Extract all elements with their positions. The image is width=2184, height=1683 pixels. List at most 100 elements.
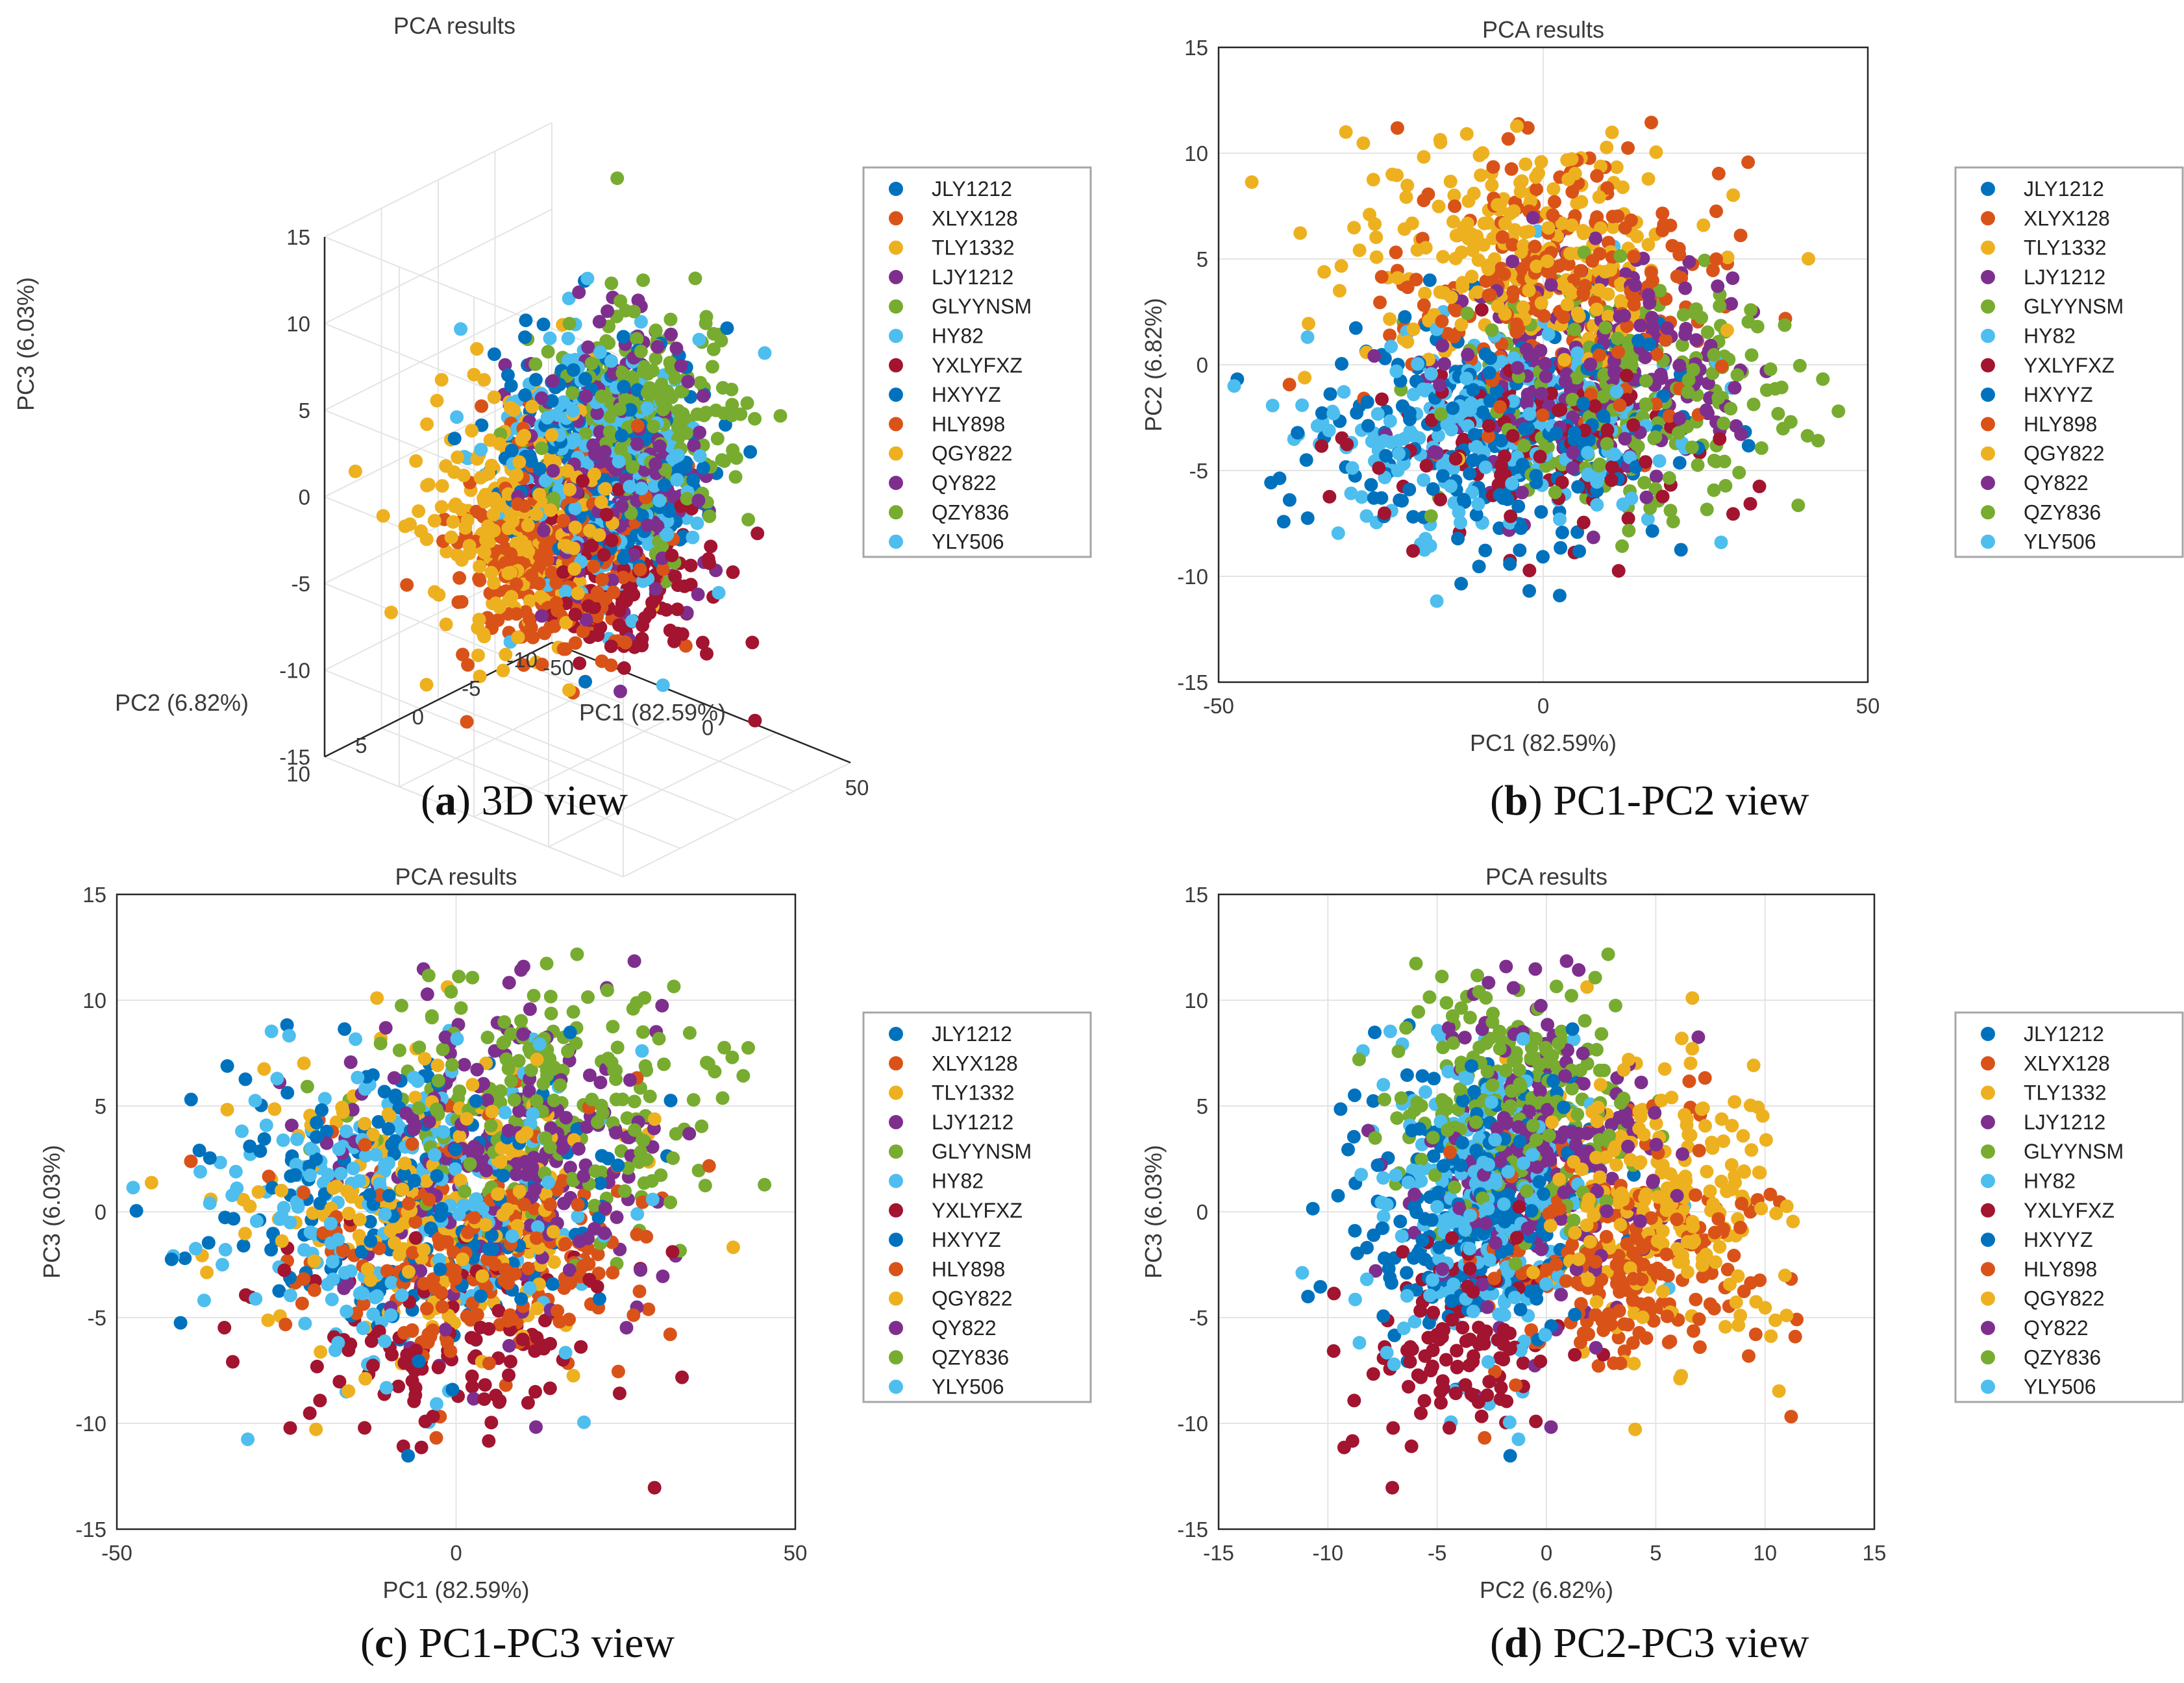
scatter-point [449, 497, 463, 511]
scatter-point [519, 1155, 533, 1169]
scatter-point [338, 1022, 352, 1036]
scatter-point [465, 1370, 479, 1383]
scatter-point [663, 1327, 677, 1342]
scatter-point [388, 1236, 402, 1250]
scatter-point [339, 1124, 353, 1138]
scatter-point [545, 394, 559, 408]
scatter-point [310, 1116, 324, 1130]
legend-marker-qy822 [889, 1321, 903, 1335]
scatter-point [1548, 485, 1562, 499]
scatter-point [1514, 521, 1528, 535]
scatter-point [643, 381, 657, 395]
scatter-point [1310, 419, 1324, 433]
scatter-point [509, 577, 523, 591]
scatter-point [454, 322, 468, 336]
legend-label-hly898: HLY898 [932, 412, 1005, 436]
scatter-point [641, 367, 655, 381]
y-tick-label: -15 [75, 1517, 106, 1542]
scatter-point [1411, 357, 1425, 371]
scatter-point [1590, 210, 1604, 224]
scatter-point [1644, 116, 1658, 130]
y-tick-label: 5 [355, 733, 367, 757]
back-gridline [324, 122, 552, 238]
scatter-point [261, 1313, 275, 1327]
scatter-point [475, 1269, 490, 1283]
scatter-point [1583, 357, 1598, 371]
scatter-point [1632, 334, 1645, 348]
scatter-point [474, 1289, 488, 1303]
scatter-point [616, 551, 630, 565]
scatter-point [309, 1152, 323, 1166]
scatter-point [1581, 446, 1595, 460]
scatter-point [1515, 458, 1530, 472]
scatter-point [1733, 228, 1748, 243]
scatter-point [1485, 323, 1499, 338]
scatter-point [561, 1044, 575, 1059]
scatter-point [1298, 371, 1312, 385]
scatter-point [1454, 515, 1467, 530]
scatter-point [1541, 397, 1556, 412]
scatter-point [1707, 483, 1721, 497]
scatter-point [558, 1236, 573, 1251]
legend-marker-qy822 [889, 476, 903, 490]
scatter-point [382, 1109, 397, 1123]
scatter-point [1557, 352, 1572, 367]
scatter-point [1461, 232, 1476, 246]
scatter-point [593, 345, 607, 360]
scatter-point [643, 1089, 657, 1103]
scatter-point [402, 1265, 416, 1279]
scatter-point [682, 1127, 697, 1141]
scatter-point [467, 367, 481, 382]
scatter-point [353, 1173, 366, 1188]
scatter-point [1373, 295, 1387, 310]
scatter-point [472, 572, 486, 586]
legend-label-qzy836: QZY836 [932, 1345, 1009, 1369]
legend-marker-tly1332 [1981, 240, 1995, 255]
scatter-point [1467, 428, 1482, 442]
scatter-point [1360, 395, 1374, 409]
scatter-point [1435, 469, 1450, 483]
scatter-point [543, 1198, 557, 1212]
scatter-point [604, 658, 618, 672]
scatter-point [129, 1204, 143, 1218]
scatter-point [436, 1042, 450, 1057]
scatter-point [1615, 539, 1629, 553]
legend-marker-hly898 [889, 1262, 903, 1277]
scatter-point [409, 454, 423, 468]
scatter-point [356, 1297, 371, 1311]
scatter-point [297, 1186, 311, 1199]
scatter-point [602, 336, 616, 350]
scatter-point [1544, 386, 1558, 400]
scatter-point [736, 1069, 751, 1083]
scatter-point [523, 1002, 537, 1016]
scatter-point [649, 352, 663, 366]
scatter-point [715, 453, 729, 467]
scatter-point [630, 419, 645, 433]
scatter-point [319, 1136, 334, 1150]
scatter-point [1282, 493, 1297, 507]
scatter-point [467, 1210, 481, 1225]
y-tick-label: -10 [1177, 565, 1208, 589]
scatter-point [1435, 314, 1449, 328]
scatter-point [1691, 458, 1705, 472]
scatter-point [1293, 226, 1308, 240]
scatter-point [382, 1188, 396, 1203]
scatter-point [1417, 298, 1431, 312]
scatter-point [387, 1071, 401, 1085]
scatter-point [556, 565, 571, 579]
scatter-point [486, 507, 501, 521]
scatter-point [1656, 489, 1670, 504]
scatter-point [341, 1384, 356, 1398]
scatter-point [599, 508, 614, 522]
scatter-point [636, 1133, 651, 1148]
scatter-point [473, 669, 487, 683]
scatter-point [1445, 423, 1458, 437]
scatter-point [1649, 469, 1663, 484]
scatter-point [591, 448, 606, 462]
scatter-point [1326, 1344, 1341, 1358]
scatter-point [425, 1009, 439, 1023]
scatter-point [430, 393, 444, 408]
scatter-point [1486, 160, 1500, 174]
scatter-point [1783, 415, 1798, 429]
scatter-point [590, 585, 604, 600]
